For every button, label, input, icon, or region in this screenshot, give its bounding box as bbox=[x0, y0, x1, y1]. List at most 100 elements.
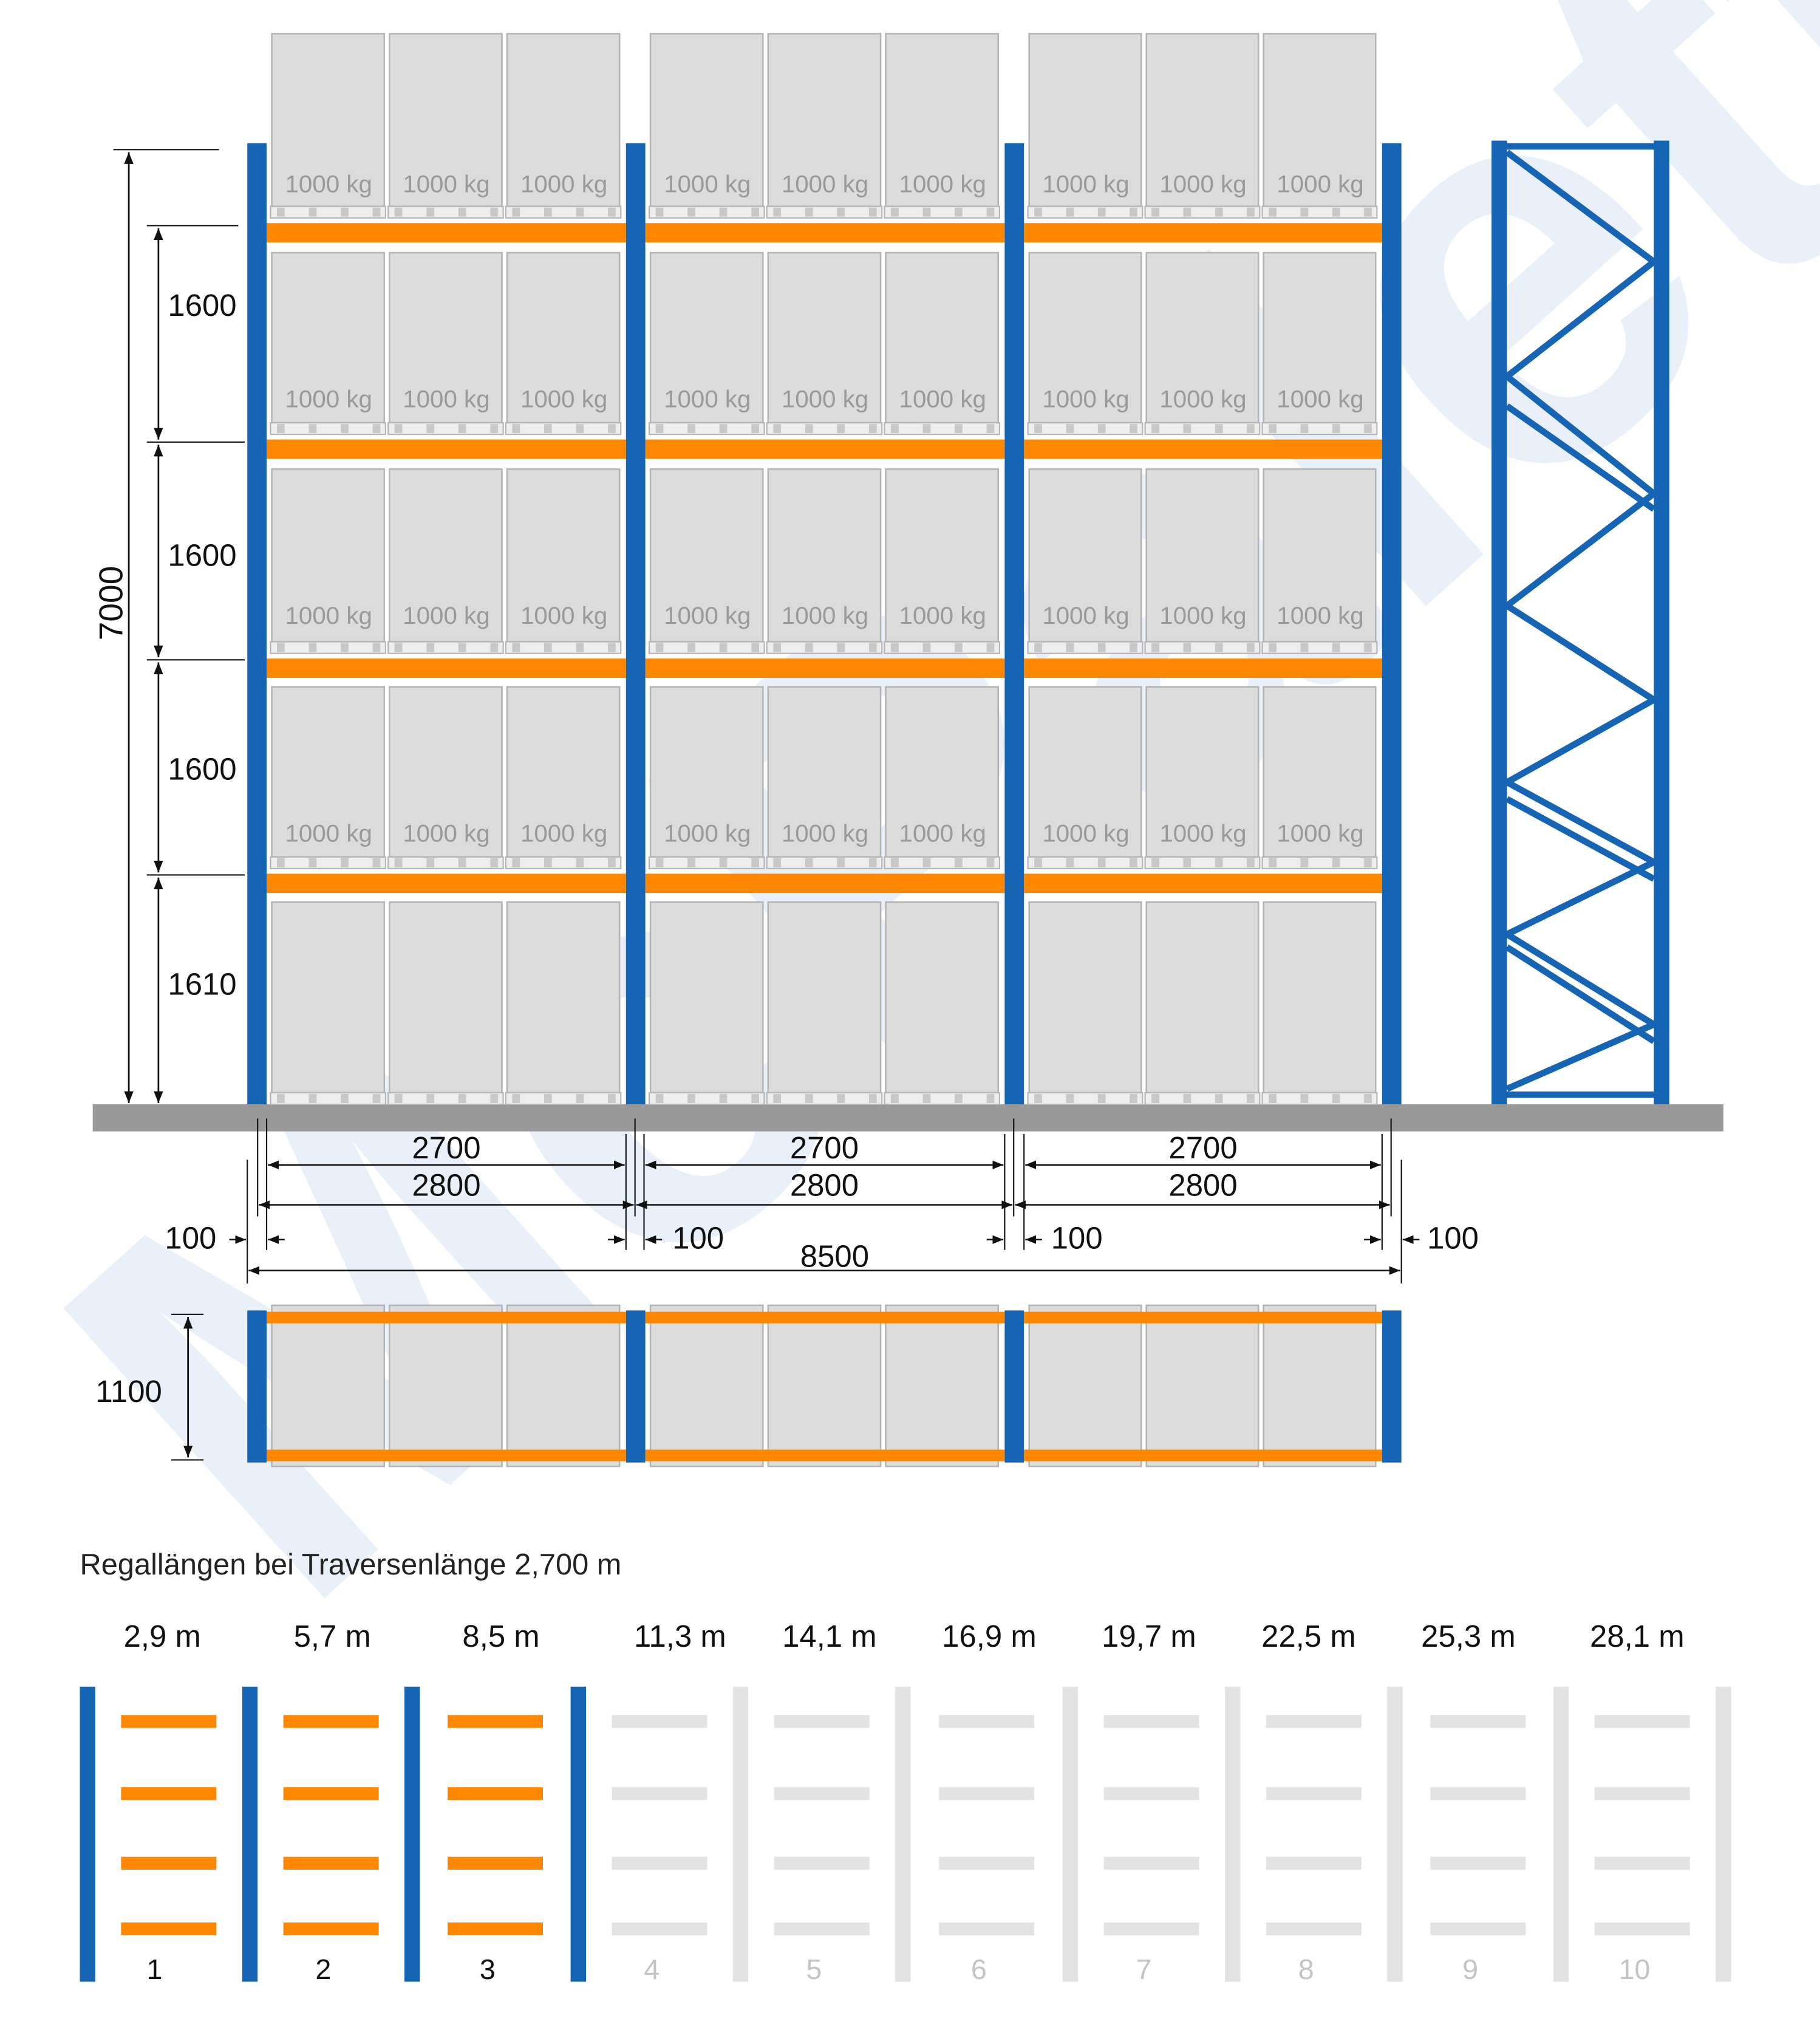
load-label: 1000 kg bbox=[285, 386, 372, 413]
pallet-top bbox=[767, 1304, 882, 1468]
pallet-box bbox=[271, 468, 386, 643]
config-beam-inactive bbox=[1103, 1715, 1199, 1728]
pallet-top bbox=[1263, 1304, 1377, 1468]
pallet-block bbox=[922, 643, 931, 652]
load-label: 1000 kg bbox=[1276, 602, 1363, 629]
pallet-block bbox=[1215, 424, 1223, 433]
beam bbox=[1024, 439, 1382, 459]
pallet-block bbox=[1269, 1094, 1276, 1103]
pallet-base bbox=[387, 1092, 504, 1106]
config-beam-inactive bbox=[1103, 1787, 1199, 1800]
pallet-block bbox=[655, 207, 664, 217]
config-upright-inactive bbox=[1225, 1686, 1241, 1982]
load-label: 1000 kg bbox=[520, 170, 607, 197]
pallet-box bbox=[1145, 901, 1259, 1094]
pallet-block bbox=[394, 207, 403, 217]
pallet-block bbox=[837, 858, 845, 867]
pallet-base bbox=[1261, 1092, 1378, 1106]
pallet-block bbox=[805, 1094, 813, 1103]
upright-top bbox=[1004, 1310, 1024, 1463]
config-beam bbox=[121, 1856, 217, 1870]
pallet-base bbox=[766, 422, 883, 436]
config-upright bbox=[570, 1686, 587, 1982]
pallet-block bbox=[1183, 858, 1191, 867]
pallet-top bbox=[649, 1304, 764, 1468]
beam bbox=[1024, 658, 1382, 678]
pallet-block bbox=[868, 858, 877, 867]
pallet-block bbox=[805, 424, 813, 433]
pallet-base bbox=[766, 1092, 883, 1106]
config-upright bbox=[242, 1686, 258, 1982]
pallet-block bbox=[341, 643, 349, 652]
beam bbox=[645, 658, 1005, 678]
bay-center-width-label: 2800 bbox=[412, 1168, 480, 1203]
load-label: 1000 kg bbox=[1276, 170, 1363, 197]
pallet-block bbox=[1215, 858, 1223, 867]
pallet-base bbox=[1144, 641, 1261, 654]
pallet-base bbox=[387, 205, 504, 219]
config-upright-inactive bbox=[895, 1686, 911, 1982]
upright-top bbox=[247, 1310, 267, 1463]
pallet-block bbox=[1332, 207, 1340, 217]
pallet-base bbox=[766, 856, 883, 869]
pallet-base bbox=[1261, 422, 1378, 436]
pallet-block bbox=[1364, 1094, 1372, 1103]
config-beam-inactive bbox=[1430, 1787, 1526, 1800]
pallet-block bbox=[458, 207, 466, 217]
pallet-block bbox=[891, 1094, 899, 1103]
config-beam-inactive bbox=[939, 1787, 1035, 1800]
config-beam bbox=[283, 1715, 379, 1728]
pallet-block bbox=[1247, 1094, 1255, 1103]
pallet-base bbox=[1261, 641, 1378, 654]
rack-length-label: 11,3 m bbox=[634, 1619, 726, 1653]
pallet-top bbox=[506, 1304, 621, 1468]
pallet-block bbox=[922, 858, 931, 867]
pallet-block bbox=[1097, 424, 1106, 433]
pallet-box bbox=[885, 251, 1000, 424]
pallet-base bbox=[648, 641, 765, 654]
pallet-block bbox=[576, 207, 584, 217]
config-beam-inactive bbox=[1594, 1856, 1690, 1870]
pallet-block bbox=[1269, 207, 1276, 217]
load-label: 1000 kg bbox=[899, 386, 986, 413]
pallet-block bbox=[490, 424, 499, 433]
pallet-block bbox=[308, 1094, 317, 1103]
pallet-block bbox=[1247, 207, 1255, 217]
config-number-inactive: 10 bbox=[1619, 1954, 1651, 1985]
pallet-block bbox=[1300, 424, 1309, 433]
bay-center-width-label: 2800 bbox=[1168, 1168, 1237, 1203]
pallet-box bbox=[506, 251, 621, 424]
braced-upright-frame-icon bbox=[1491, 140, 1669, 1105]
pallet-block bbox=[608, 643, 616, 652]
pallet-block bbox=[1183, 643, 1191, 652]
config-number: 3 bbox=[480, 1954, 496, 1985]
beam-top bbox=[1024, 1449, 1382, 1461]
pallet-block bbox=[458, 858, 466, 867]
pallet-block bbox=[687, 1094, 695, 1103]
beam-top bbox=[1024, 1311, 1382, 1324]
pallet-block bbox=[1183, 1094, 1191, 1103]
pallet-block bbox=[868, 207, 877, 217]
pallet-box bbox=[767, 901, 882, 1094]
config-beam-inactive bbox=[1594, 1922, 1690, 1936]
config-beam-inactive bbox=[612, 1715, 707, 1728]
pallet-block bbox=[719, 424, 728, 433]
config-beam-inactive bbox=[939, 1715, 1035, 1728]
pallet-block bbox=[512, 424, 520, 433]
pallet-block bbox=[1151, 643, 1159, 652]
config-beam-inactive bbox=[1594, 1787, 1690, 1800]
pallet-block bbox=[1300, 207, 1309, 217]
load-label: 1000 kg bbox=[520, 819, 607, 847]
frame-brace bbox=[1505, 796, 1655, 882]
pallet-block bbox=[687, 207, 695, 217]
pallet-base bbox=[505, 641, 622, 654]
frame-brace bbox=[1505, 403, 1656, 512]
load-label: 1000 kg bbox=[285, 819, 372, 847]
pallet-block bbox=[1097, 858, 1106, 867]
pallet-block bbox=[1066, 207, 1074, 217]
pallet-block bbox=[1066, 643, 1074, 652]
depth-dimension: 1100 bbox=[95, 1313, 204, 1461]
config-beam-inactive bbox=[1430, 1922, 1526, 1936]
pallet-block bbox=[719, 1094, 728, 1103]
config-upright-inactive bbox=[732, 1686, 749, 1982]
